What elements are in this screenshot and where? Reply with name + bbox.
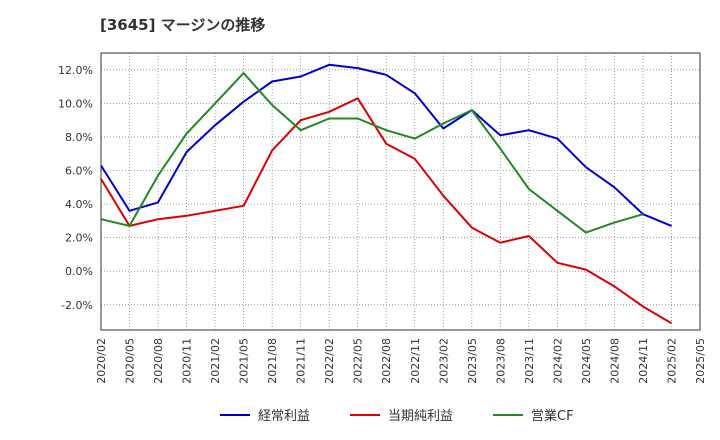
x-tick-label: 2024/05 xyxy=(580,338,593,384)
x-tick-label: 2023/08 xyxy=(494,338,507,384)
y-axis-tick-labels: -2.0% 0.0% 2.0% 4.0% 6.0% 8.0% 10.0% 12.0% xyxy=(58,64,93,312)
series-line xyxy=(100,97,673,325)
series-lines xyxy=(100,63,673,325)
x-tick-label: 2020/08 xyxy=(152,338,165,384)
x-tick-label: 2025/02 xyxy=(665,338,678,384)
y-tick-label: 10.0% xyxy=(58,97,93,110)
series-line xyxy=(100,72,644,234)
plot-frame xyxy=(100,52,701,331)
x-tick-label: 2020/05 xyxy=(124,338,137,384)
x-tick-label: 2024/02 xyxy=(551,338,564,384)
x-tick-label: 2021/05 xyxy=(238,338,251,384)
x-tick-label: 2021/02 xyxy=(209,338,222,384)
y-tick-label: 0.0% xyxy=(65,265,93,278)
x-tick-label: 2024/08 xyxy=(608,338,621,384)
x-tick-label: 2020/02 xyxy=(95,338,108,384)
y-tick-label: 4.0% xyxy=(65,198,93,211)
x-tick-label: 2022/11 xyxy=(409,338,422,384)
y-tick-label: 6.0% xyxy=(65,165,93,178)
legend: 経常利益 当期純利益 営業CF xyxy=(220,408,574,424)
x-axis-tick-labels: 2020/02 2020/05 2020/08 2020/11 2021/02 2021/… xyxy=(95,338,707,384)
x-tick-label: 2023/02 xyxy=(437,338,450,384)
x-tick-label: 2023/11 xyxy=(523,338,536,384)
legend-label: 経常利益 xyxy=(258,409,310,424)
x-tick-label: 2025/05 xyxy=(694,338,707,384)
y-tick-label: 8.0% xyxy=(65,131,93,144)
x-tick-label: 2022/08 xyxy=(380,338,393,384)
x-tick-label: 2021/08 xyxy=(266,338,279,384)
x-tick-label: 2022/05 xyxy=(352,338,365,384)
x-tick-label: 2020/11 xyxy=(181,338,194,384)
legend-label: 営業CF xyxy=(531,408,574,424)
series-line xyxy=(100,63,672,227)
x-tick-label: 2024/11 xyxy=(637,338,650,384)
y-tick-label: 12.0% xyxy=(58,64,93,77)
legend-label: 当期純利益 xyxy=(388,409,453,424)
x-tick-label: 2022/02 xyxy=(323,338,336,384)
chart-title: [3645] マージンの推移 xyxy=(100,16,266,34)
grid-lines xyxy=(100,53,701,330)
x-tick-label: 2021/11 xyxy=(295,338,308,384)
y-tick-label: 2.0% xyxy=(65,232,93,245)
y-tick-label: -2.0% xyxy=(61,299,93,312)
x-tick-label: 2023/05 xyxy=(466,338,479,384)
